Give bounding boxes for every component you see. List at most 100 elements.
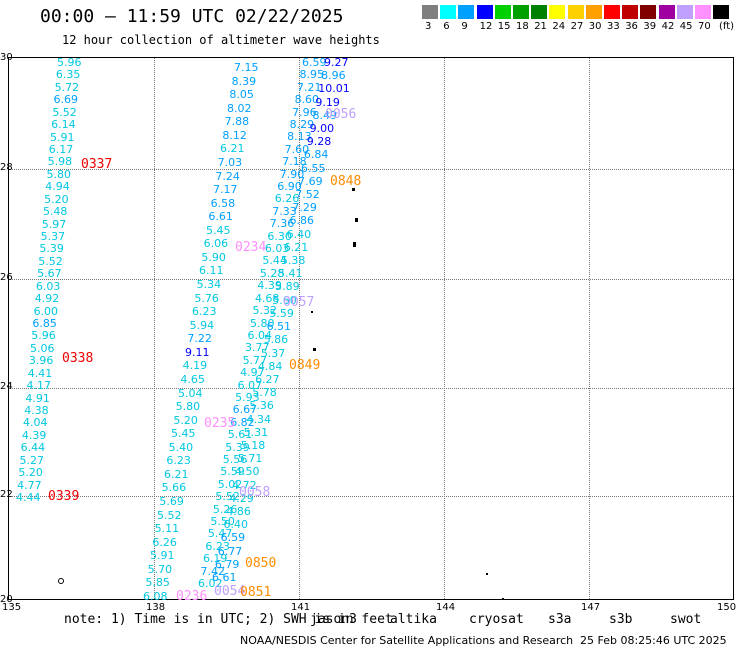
legend-swatch <box>513 5 529 19</box>
legend-tick: 33 <box>607 21 620 32</box>
track-value: 6.21 <box>283 240 309 254</box>
track-value: 8.02 <box>227 101 252 115</box>
track-value: 5.59 <box>220 465 245 479</box>
legend-swatch <box>458 5 475 19</box>
track-value: 5.67 <box>37 267 62 281</box>
legend-swatch <box>567 5 584 19</box>
track-value: 7.17 <box>213 183 238 197</box>
satellite-key-swot: swot <box>670 612 702 627</box>
track-value: 8.29 <box>289 118 315 132</box>
track-value: 7.88 <box>224 115 250 129</box>
track-value: 7.33 <box>272 204 297 218</box>
satellite-key-jason3: jason3 <box>310 612 357 627</box>
generated-timestamp: 25 Feb 08:25:46 UTC 2025 <box>580 634 727 647</box>
track-value: 9.27 <box>324 56 349 69</box>
legend-tick: 39 <box>643 21 657 32</box>
pass-time-label: 0234 <box>235 240 267 255</box>
track-value: 6.58 <box>210 196 236 210</box>
track-value: 4.92 <box>34 292 60 306</box>
track-value: 4.68 <box>254 291 280 305</box>
legend-swatch <box>622 5 639 19</box>
lat-label: 24 <box>0 381 13 392</box>
track-value: 5.44 <box>262 254 287 268</box>
track-value: 5.34 <box>196 278 222 292</box>
legend-tick: 36 <box>625 21 638 32</box>
island <box>313 348 316 351</box>
track-value: 5.40 <box>168 440 194 454</box>
track-value: 5.27 <box>19 453 45 467</box>
track-value: 6.59 <box>220 531 246 545</box>
track-value: 7.22 <box>187 332 212 346</box>
track-value: 5.98 <box>47 155 73 169</box>
legend-swatch <box>531 5 548 19</box>
track-value: 5.78 <box>252 386 277 400</box>
track-value: 6.35 <box>55 68 81 82</box>
track-value: 6.59 <box>302 56 327 69</box>
track-value: 8.12 <box>222 128 247 142</box>
footer-note: note: 1) Time is in UTC; 2) SWH is in fe… <box>64 612 393 627</box>
track-value: 6.02 <box>198 577 223 590</box>
track-value: 5.97 <box>41 217 67 231</box>
track-value: 10.01 <box>318 82 350 96</box>
legend-tick: 6 <box>443 21 450 32</box>
track-value: 4.91 <box>25 391 50 405</box>
track-value: 7.03 <box>217 155 243 169</box>
lon-label: 141 <box>291 602 311 613</box>
legend-unit: (ft) <box>719 21 735 32</box>
track-value: 5.31 <box>243 425 269 439</box>
track-value: 5.90 <box>201 250 226 264</box>
track-value: 6.40 <box>286 227 312 241</box>
track-value: 5.70 <box>147 562 173 576</box>
track-value: 6.82 <box>230 415 255 429</box>
track-value: 3.77 <box>245 341 270 355</box>
track-value: 5.77 <box>242 353 268 367</box>
track-value: 9.28 <box>306 135 332 149</box>
island <box>355 218 358 222</box>
pass-time-label: 0235 <box>204 416 236 431</box>
track-value: 5.02 <box>217 477 243 491</box>
track-value: 8.60 <box>294 93 320 107</box>
legend-swatch <box>640 5 657 19</box>
track-value: 6.67 <box>232 403 258 417</box>
island <box>352 188 355 191</box>
track-value: 7.60 <box>284 142 310 156</box>
track-value: 5.80 <box>250 316 275 330</box>
gridline-lon-141 <box>299 58 300 599</box>
legend-tick: 12 <box>479 21 493 32</box>
track-value: 7.24 <box>215 169 240 183</box>
track-value: 9.19 <box>315 95 340 109</box>
track-value: 5.91 <box>150 549 175 563</box>
track-value: 7.15 <box>234 61 259 74</box>
satellite-key-cryosat: cryosat <box>469 612 524 627</box>
legend-tick: 18 <box>516 21 529 32</box>
track-value: 5.41 <box>278 267 303 281</box>
track-value: 6.55 <box>301 161 326 175</box>
track-value: 4.39 <box>257 279 282 293</box>
track-value: 5.59 <box>269 306 294 320</box>
lat-label: 22 <box>0 489 13 500</box>
track-value: 5.96 <box>57 56 82 69</box>
chart-title: 00:00 — 11:59 UTC 02/22/2025 <box>40 6 344 27</box>
track-value: 5.52 <box>38 254 63 268</box>
track-value: 5.61 <box>227 428 253 442</box>
track-value: 5.45 <box>206 223 231 237</box>
track-value: 4.86 <box>226 504 251 518</box>
track-value: 5.37 <box>40 230 66 243</box>
track-value: 4.44 <box>16 491 41 504</box>
track-value: 6.21 <box>220 142 245 156</box>
track-value: 6.86 <box>289 214 315 228</box>
track-value: 6.00 <box>33 304 59 318</box>
legend-tick: 42 <box>661 21 675 32</box>
track-value: 7.90 <box>279 167 305 181</box>
track-value: 5.80 <box>175 400 201 414</box>
lat-label: 28 <box>0 162 13 173</box>
track-value: 3.96 <box>28 354 54 368</box>
track-value: 6.51 <box>266 320 292 334</box>
lon-label: 138 <box>146 602 166 613</box>
lat-label: 26 <box>0 272 13 283</box>
satellite-key-s3b: s3b <box>609 612 633 627</box>
track-value: 4.34 <box>246 412 271 426</box>
track-value: 6.21 <box>164 467 189 481</box>
track-value: 5.72 <box>54 80 80 94</box>
track-value: 6.14 <box>51 118 76 132</box>
